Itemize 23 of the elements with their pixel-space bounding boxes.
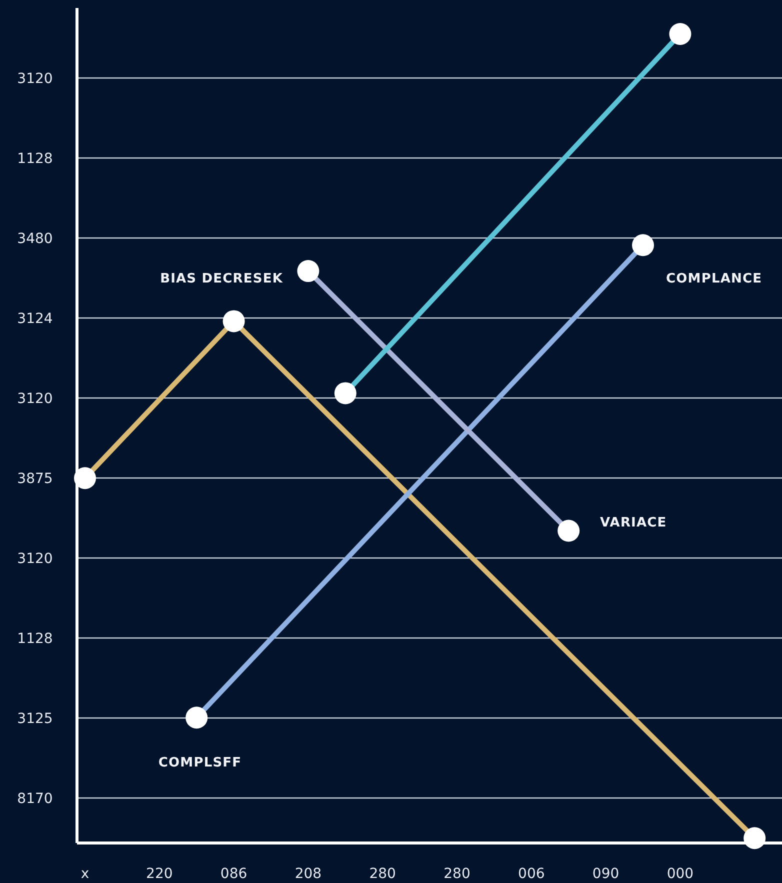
- text: 3120: [17, 70, 53, 87]
- text: 3875: [17, 470, 53, 487]
- text: 1128: [17, 150, 53, 167]
- x-tick-label: 220: [146, 866, 173, 882]
- annotation: COMPLSFF: [158, 756, 242, 771]
- text: 8170: [17, 790, 53, 807]
- x-tick-label: 208: [294, 866, 322, 882]
- x-tick-label: 000: [666, 866, 694, 882]
- annotation: BIAS DECRESEK: [160, 272, 284, 287]
- annotation: VARIACE: [600, 516, 667, 531]
- text: 3124: [17, 310, 53, 327]
- text: 1128: [17, 630, 53, 647]
- x-tick-label: x: [80, 866, 90, 882]
- annotation: COMPLANCE: [666, 272, 762, 287]
- text: 3125: [17, 710, 53, 727]
- x-tick-label: 090: [592, 866, 620, 882]
- text: 3480: [17, 230, 53, 247]
- text: 3120: [17, 550, 53, 567]
- x-tick-label: 280: [444, 866, 470, 882]
- text: 3120: [17, 390, 53, 407]
- x-tick-label: 006: [518, 866, 545, 882]
- x-tick-label: 086: [220, 866, 248, 882]
- x-tick-label: 280: [369, 866, 396, 882]
